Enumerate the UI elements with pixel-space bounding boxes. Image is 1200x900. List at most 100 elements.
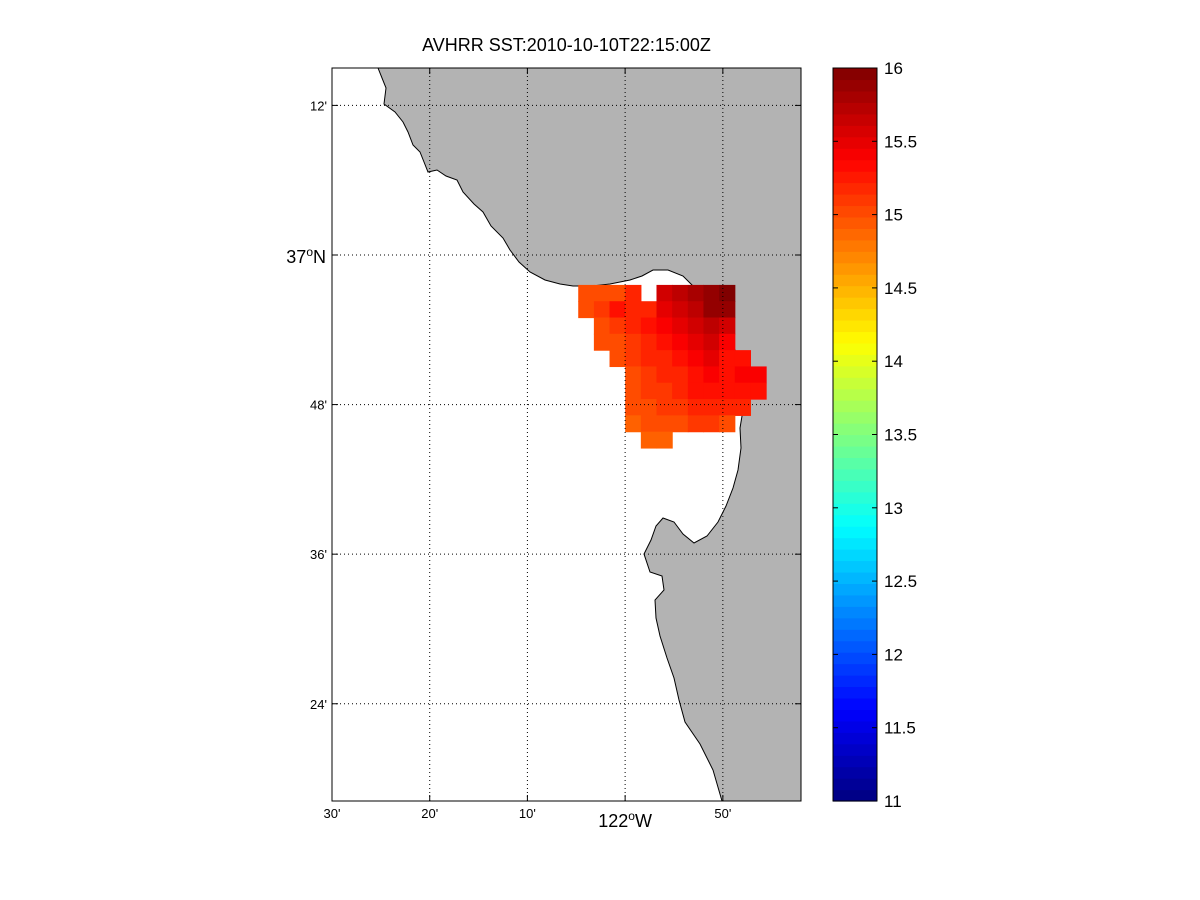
sst-cell [625, 301, 642, 319]
colorbar-step [833, 388, 877, 401]
colorbar-step [833, 377, 877, 390]
colorbar-step [833, 732, 877, 745]
sst-cell [703, 415, 720, 433]
colorbar-step [833, 319, 877, 333]
sst-cell [719, 415, 736, 433]
y-tick-label: 12' [310, 98, 327, 113]
sst-cell [703, 284, 720, 302]
colorbar-tick-label: 11 [884, 792, 902, 811]
sst-cell [609, 333, 626, 351]
colorbar-step [833, 629, 877, 642]
sst-cell [719, 333, 736, 351]
sst-cell [703, 366, 720, 384]
colorbar-step [833, 617, 877, 630]
sst-cell [656, 431, 673, 449]
colorbar-step [833, 789, 877, 802]
sst-cell [672, 382, 689, 400]
sst-cell [719, 350, 736, 368]
sst-cell [734, 366, 752, 384]
sst-cell [656, 284, 673, 302]
y-tick-label: 48' [310, 398, 327, 413]
colorbar-tick-label: 12 [884, 645, 903, 664]
sst-cell [687, 382, 705, 400]
colorbar-step [833, 526, 877, 539]
colorbar-step [833, 251, 877, 264]
colorbar-step [833, 297, 877, 310]
sst-cell [625, 284, 642, 302]
colorbar-step [833, 468, 877, 481]
colorbar-step [833, 594, 877, 607]
sst-cell [687, 333, 705, 351]
colorbar-step [833, 136, 877, 149]
sst-cell [703, 399, 720, 416]
colorbar-step [833, 514, 877, 527]
sst-cell [625, 399, 642, 416]
colorbar-step [833, 743, 877, 756]
sst-cell [687, 317, 705, 335]
colorbar-step [833, 560, 877, 573]
sst-cell [640, 333, 658, 351]
sst-cell [719, 301, 736, 319]
colorbar-step [833, 423, 877, 436]
x-tick-label: 50' [714, 806, 731, 821]
sst-cell [625, 317, 642, 335]
colorbar-step [833, 113, 877, 126]
colorbar-tick-label: 13 [884, 499, 903, 518]
colorbar-step [833, 182, 877, 195]
sst-cell [672, 333, 689, 351]
sst-cell [640, 301, 658, 319]
sst-cell [672, 301, 689, 319]
colorbar-step [833, 571, 877, 584]
sst-cell [593, 333, 611, 351]
sst-cell [640, 399, 658, 416]
colorbar-step [833, 652, 877, 665]
colorbar-tick-label: 15.5 [884, 132, 917, 151]
sst-cell [672, 415, 689, 433]
sst-cell [640, 431, 658, 449]
colorbar-step [833, 583, 877, 596]
sst-cell [719, 366, 736, 384]
colorbar-step [833, 686, 877, 699]
sst-cell [719, 382, 736, 400]
sst-cell [640, 382, 658, 400]
sst-cell [609, 350, 626, 368]
colorbar-step [833, 434, 877, 447]
colorbar-step [833, 755, 877, 768]
sst-cell [719, 399, 736, 416]
x-tick-label: 30' [324, 806, 341, 821]
sst-cell [719, 317, 736, 335]
x-tick-label: 122oW [598, 809, 652, 831]
sst-cell [687, 301, 705, 319]
sst-cell [593, 301, 611, 319]
sst-cell [687, 366, 705, 384]
sst-cell [687, 350, 705, 368]
chart-title: AVHRR SST:2010-10-10T22:15:00Z [422, 35, 711, 55]
axis-ticks: 30' 20' 10' 122oW 50' 12' 37oN 48' 36' 24' [286, 68, 801, 831]
sst-cell [687, 284, 705, 302]
colorbar-step [833, 491, 877, 504]
colorbar-step [833, 193, 877, 207]
colorbar-step [833, 102, 877, 115]
colorbar-step [833, 640, 877, 653]
colorbar-step [833, 354, 877, 367]
sst-cell [593, 317, 611, 335]
sst-cell [656, 382, 673, 400]
sst-cell [687, 399, 705, 416]
colorbar-tick-label: 14.5 [884, 279, 917, 298]
colorbar-step [833, 720, 877, 733]
sst-cell [656, 350, 673, 368]
sst-cell [656, 333, 673, 351]
colorbar-step [833, 709, 877, 722]
sst-cell [719, 284, 736, 302]
sst-cell [703, 317, 720, 335]
colorbar-step [833, 125, 877, 138]
colorbar-step [833, 148, 877, 161]
colorbar-tick-label: 15 [884, 206, 903, 225]
colorbar-step [833, 778, 877, 791]
sst-cell [672, 317, 689, 335]
sst-cell [656, 415, 673, 433]
colorbar-step [833, 331, 877, 344]
sst-cell [609, 284, 626, 302]
colorbar-step [833, 697, 877, 710]
colorbar-ticks: 11 11.5 12 12.5 13 13.5 14 14.5 15 15.5 16 [833, 59, 917, 811]
